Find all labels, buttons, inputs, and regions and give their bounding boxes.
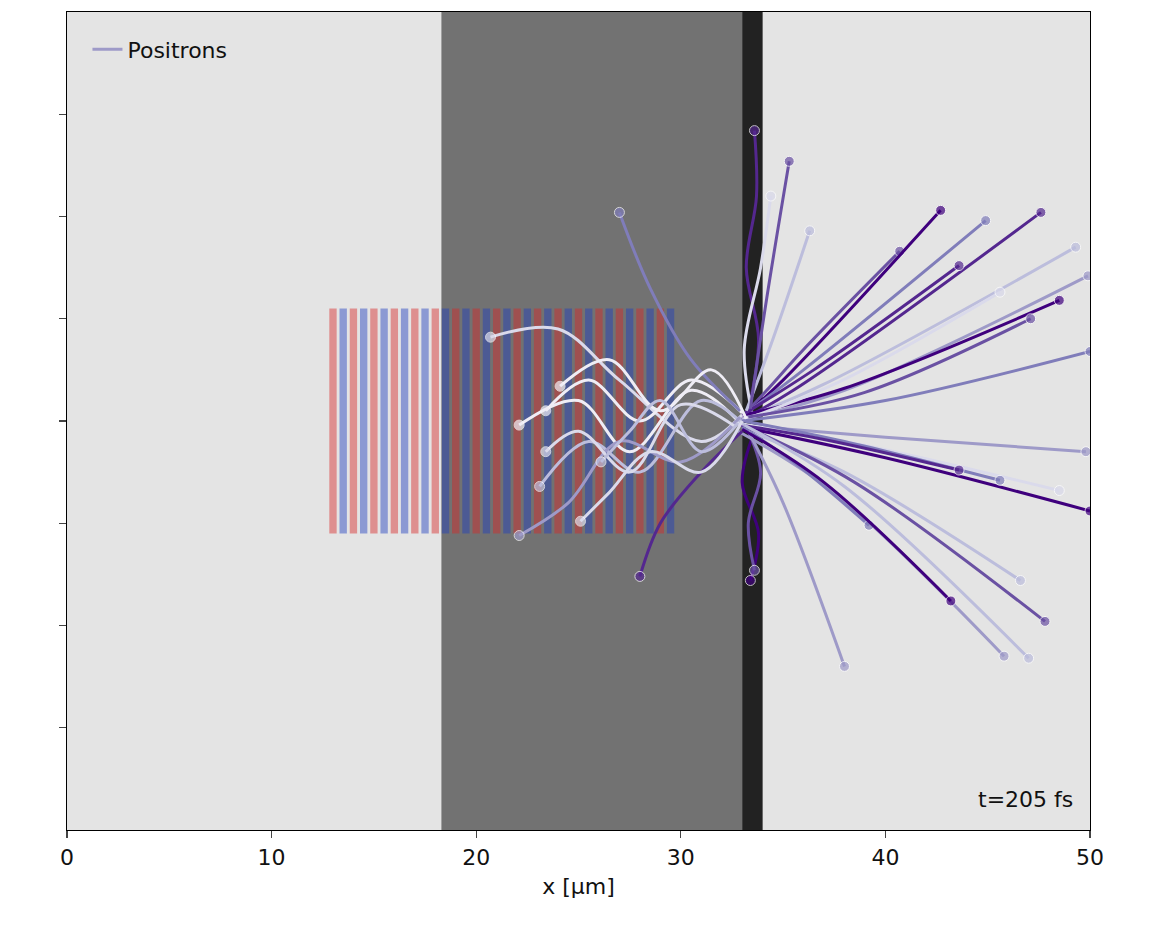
svg-text:0: 0 (60, 845, 74, 870)
svg-text:x [µm]: x [µm] (542, 874, 615, 899)
svg-text:t=205 fs: t=205 fs (978, 787, 1073, 812)
svg-text:30: 30 (667, 845, 695, 870)
svg-text:20: 20 (462, 845, 490, 870)
svg-text:40: 40 (871, 845, 899, 870)
svg-text:Positrons: Positrons (127, 38, 227, 63)
svg-text:10: 10 (258, 845, 286, 870)
svg-text:50: 50 (1076, 845, 1104, 870)
